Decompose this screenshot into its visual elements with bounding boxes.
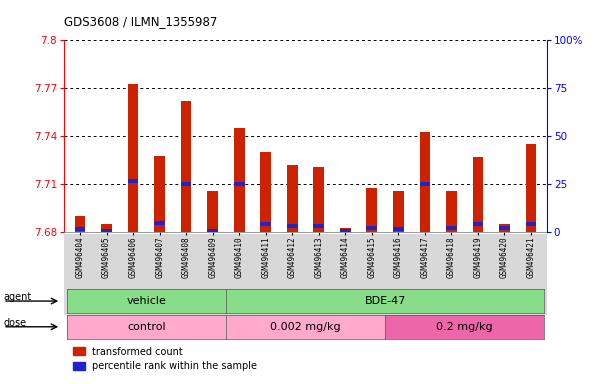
Bar (340, 228, 351, 232)
Bar (155, 156, 165, 232)
Bar (446, 191, 456, 232)
Bar (260, 152, 271, 232)
Bar (234, 128, 244, 232)
Bar (420, 182, 430, 186)
Bar (101, 224, 112, 232)
Bar (313, 224, 324, 228)
Text: agent: agent (3, 293, 31, 303)
Text: 0.2 mg/kg: 0.2 mg/kg (436, 322, 493, 332)
Bar (472, 157, 483, 232)
Bar (75, 216, 86, 232)
Bar (446, 225, 456, 230)
Bar (128, 84, 139, 232)
Bar (207, 191, 218, 232)
Bar (287, 224, 298, 228)
Bar (367, 187, 377, 232)
Bar (420, 132, 430, 232)
Bar (393, 191, 404, 232)
Legend: transformed count, percentile rank within the sample: transformed count, percentile rank withi… (69, 343, 262, 375)
Bar (525, 144, 536, 232)
Text: control: control (127, 322, 166, 332)
Bar (128, 179, 139, 183)
Text: GDS3608 / ILMN_1355987: GDS3608 / ILMN_1355987 (64, 15, 218, 28)
Bar (207, 229, 218, 233)
Bar (499, 224, 510, 232)
Bar (313, 167, 324, 232)
Bar (287, 165, 298, 232)
Bar (525, 222, 536, 226)
Bar (155, 221, 165, 225)
Bar (101, 229, 112, 233)
Bar (393, 227, 404, 231)
Bar (234, 182, 244, 186)
Bar (260, 222, 271, 226)
Bar (499, 225, 510, 230)
Bar (472, 222, 483, 226)
Text: BDE-47: BDE-47 (364, 296, 406, 306)
Bar (367, 225, 377, 230)
Bar (181, 101, 191, 232)
Bar (340, 229, 351, 233)
Text: dose: dose (3, 318, 26, 328)
Bar (75, 227, 86, 231)
Bar (181, 182, 191, 186)
Text: vehicle: vehicle (126, 296, 166, 306)
Text: 0.002 mg/kg: 0.002 mg/kg (270, 322, 341, 332)
